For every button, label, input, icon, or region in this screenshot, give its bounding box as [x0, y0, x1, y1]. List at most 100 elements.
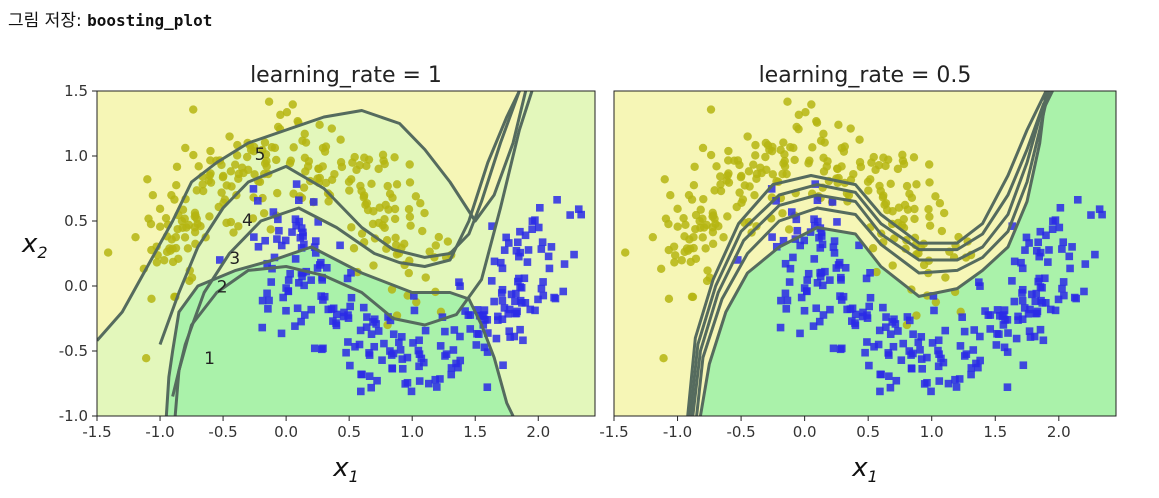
boundaries-right	[686, 91, 1054, 416]
point-class1	[520, 274, 529, 283]
point-class0	[288, 100, 297, 109]
point-class1	[313, 264, 322, 272]
point-class1	[952, 383, 961, 391]
point-class1	[521, 231, 530, 240]
point-class1	[865, 361, 873, 370]
point-class1	[398, 365, 407, 373]
point-class0	[648, 232, 658, 242]
point-class0	[833, 164, 842, 174]
point-class0	[421, 273, 430, 282]
point-class1	[783, 296, 792, 305]
point-class1	[487, 277, 496, 285]
point-class0	[782, 169, 791, 179]
point-class0	[737, 171, 746, 181]
point-class1	[855, 241, 863, 250]
point-class1	[1044, 258, 1052, 266]
point-class1	[550, 293, 558, 302]
point-class1	[993, 306, 1002, 314]
point-class1	[496, 258, 505, 267]
point-class1	[545, 264, 554, 273]
point-class1	[785, 278, 794, 286]
point-class1	[516, 227, 524, 236]
point-class1	[976, 356, 984, 365]
point-class1	[281, 236, 290, 245]
point-class0	[387, 285, 397, 294]
point-class1	[848, 304, 857, 313]
point-class0	[391, 233, 400, 243]
point-class0	[706, 105, 716, 114]
point-class1	[768, 233, 776, 241]
point-class1	[920, 380, 929, 388]
point-class1	[447, 364, 456, 372]
point-class1	[826, 305, 834, 314]
point-class1	[1055, 223, 1064, 232]
point-class1	[299, 232, 307, 240]
caption-filename: boosting_plot	[87, 11, 213, 30]
point-class1	[1073, 195, 1082, 204]
point-class1	[1041, 274, 1049, 283]
point-class0	[273, 122, 283, 132]
x-tick-label: -0.5	[208, 423, 237, 441]
point-class1	[300, 311, 309, 319]
axes-frame-left	[96, 90, 596, 417]
point-class1	[478, 312, 487, 321]
point-class1	[1000, 343, 1009, 352]
point-class0	[768, 170, 778, 179]
point-class0	[871, 165, 880, 175]
point-class1	[1019, 361, 1028, 370]
point-class0	[687, 195, 697, 204]
point-class0	[194, 162, 203, 171]
point-class0	[262, 162, 271, 171]
point-class1	[1036, 283, 1045, 291]
point-class1	[310, 344, 319, 353]
point-class1	[1031, 309, 1040, 318]
point-class1	[863, 338, 871, 346]
point-class0	[869, 152, 878, 162]
point-class1	[1051, 306, 1060, 315]
point-class1	[1020, 304, 1029, 312]
point-class1	[960, 327, 969, 336]
point-class0	[794, 110, 803, 120]
point-class1	[510, 332, 519, 341]
point-class1	[504, 309, 513, 318]
point-class0	[691, 254, 701, 263]
point-class0	[819, 129, 828, 139]
point-class1	[425, 379, 433, 388]
point-class1	[307, 276, 315, 284]
point-class1	[830, 237, 839, 245]
point-class1	[929, 292, 938, 300]
point-class1	[498, 315, 507, 324]
point-class0	[181, 143, 190, 153]
point-class0	[234, 174, 243, 183]
boundary-line-4	[688, 91, 1054, 416]
point-class0	[743, 132, 752, 141]
point-class1	[395, 338, 403, 347]
point-class0	[434, 232, 444, 242]
point-class0	[931, 297, 941, 307]
point-class0	[670, 251, 680, 260]
point-class0	[170, 195, 179, 204]
point-class0	[723, 171, 732, 180]
point-class1	[969, 346, 978, 354]
point-class0	[750, 190, 759, 200]
point-class0	[881, 161, 890, 171]
x-tick-label: -1.5	[82, 423, 111, 441]
point-class0	[189, 150, 198, 160]
point-class0	[812, 116, 821, 126]
point-class0	[443, 237, 453, 246]
point-class1	[829, 344, 838, 353]
point-class0	[699, 223, 709, 232]
boundary-line-1	[164, 245, 515, 416]
point-class1	[410, 306, 419, 315]
point-class1	[329, 304, 338, 313]
point-class1	[307, 305, 316, 314]
point-class1	[480, 343, 489, 352]
point-class1	[1018, 289, 1026, 297]
point-class1	[515, 252, 523, 261]
point-class1	[816, 244, 825, 252]
point-class1	[928, 339, 937, 347]
point-class1	[415, 362, 423, 371]
point-class0	[205, 171, 214, 180]
point-class0	[205, 212, 214, 221]
point-class0	[879, 153, 888, 162]
